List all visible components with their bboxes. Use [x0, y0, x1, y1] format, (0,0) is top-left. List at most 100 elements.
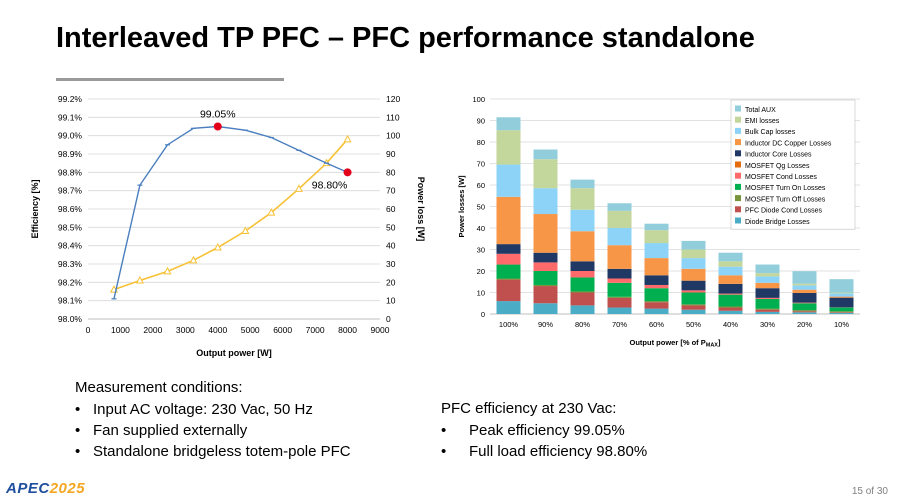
- bar-segment: [792, 292, 817, 303]
- y-tick-label: 0: [481, 310, 485, 319]
- bar-segment: [681, 305, 706, 310]
- legend-label: Total AUX: [745, 107, 776, 114]
- power-loss-chart: 0 10 20 30 40 50 60 70 80 90 100 100% 90% 80% 70% 60% 50…: [457, 95, 860, 349]
- bar-segment: [570, 209, 595, 232]
- legend-label: MOSFET Cond Losses: [745, 174, 817, 181]
- bar-segment: [718, 266, 743, 276]
- x-axis-title: Output power [% of PMAX]: [630, 338, 721, 349]
- power-loss-point: [135, 275, 144, 284]
- bar-segment: [644, 288, 669, 302]
- peak-efficiency-marker: [213, 122, 222, 131]
- legend-swatch: [735, 150, 741, 157]
- peak-efficiency-label: 99.05%: [200, 109, 236, 121]
- y2-axis-title: Power loss [W]: [416, 177, 426, 242]
- x-tick-label: 5000: [241, 325, 260, 335]
- bar-segment: [496, 279, 521, 302]
- bar-segment: [755, 297, 780, 299]
- measurement-heading: Measurement conditions:: [75, 379, 243, 396]
- bar-segment: [718, 293, 743, 295]
- y-tick-label: 50: [477, 203, 485, 212]
- power-loss-point: [267, 208, 276, 216]
- bar-segment: [570, 261, 595, 271]
- power-loss-point: [294, 184, 303, 192]
- bar-segment: [681, 304, 706, 306]
- y-axis-title: Efficiency [%]: [30, 179, 40, 238]
- y-tick-label: 80: [477, 138, 485, 147]
- measurement-conditions: Measurement conditions: Input AC voltage…: [75, 377, 351, 462]
- bar-segment: [533, 286, 558, 304]
- x-tick-label: 6000: [273, 325, 292, 335]
- y-tick-label: 98.2%: [58, 277, 83, 287]
- apec-logo: APEC2025: [6, 480, 85, 497]
- efficiency-summary-heading: PFC efficiency at 230 Vac:: [441, 400, 617, 417]
- bar-segment: [644, 223, 669, 231]
- y-tick-label: 20: [477, 267, 485, 276]
- legend-label: PFC Diode Cond Losses: [745, 208, 823, 215]
- bar-segment: [644, 243, 669, 259]
- bar-segment: [607, 245, 632, 269]
- full-load-efficiency-label: 98.80%: [312, 179, 348, 191]
- legend-swatch: [735, 195, 741, 202]
- bar-segment: [533, 159, 558, 189]
- bar-segment: [718, 252, 743, 262]
- bar-segment: [829, 292, 854, 294]
- bar-segment: [792, 271, 817, 284]
- x-tick-label: 7000: [306, 325, 325, 335]
- full-load-efficiency-marker: [343, 168, 352, 177]
- bar-segment: [570, 179, 595, 189]
- bar-segment: [533, 149, 558, 160]
- bar-segment: [792, 283, 817, 286]
- bar-segment: [570, 231, 595, 262]
- bar-segment: [829, 312, 854, 313]
- legend-label: MOSFET Turn Off Losses: [745, 196, 826, 203]
- bar-segment: [533, 284, 558, 287]
- y2-tick-label: 120: [386, 94, 400, 104]
- power-loss-point: [343, 134, 352, 143]
- bar-segment: [607, 210, 632, 228]
- y2-tick-label: 10: [386, 296, 396, 306]
- power-loss-point: [241, 226, 250, 234]
- legend-swatch: [735, 127, 741, 134]
- bar-segment: [644, 275, 669, 285]
- measurement-item: Input AC voltage: 230 Vac, 50 Hz: [75, 399, 351, 420]
- title-underline: [56, 78, 284, 81]
- legend-label: Inductor Core Losses: [745, 152, 812, 159]
- bar-segment: [644, 308, 669, 314]
- bar-segment: [496, 164, 521, 197]
- x-tick-label: 90%: [538, 320, 553, 329]
- y-tick-label: 98.3%: [58, 259, 83, 269]
- bar-segment: [829, 297, 854, 308]
- bar-segment: [792, 303, 817, 311]
- bar-segment: [570, 271, 595, 278]
- bar-segment: [829, 307, 854, 312]
- bar-segment: [755, 308, 780, 310]
- y2-tick-label: 30: [386, 259, 396, 269]
- x-tick-label: 20%: [797, 320, 812, 329]
- bar-segment: [496, 264, 521, 279]
- y2-tick-label: 70: [386, 186, 396, 196]
- bar-segment: [570, 305, 595, 314]
- bar-segment: [533, 188, 558, 215]
- legend-label: MOSFET Turn On Losses: [745, 185, 826, 192]
- x-tick-label: 70%: [612, 320, 627, 329]
- bar-segment: [681, 309, 706, 314]
- efficiency-summary: PFC efficiency at 230 Vac: Peak efficien…: [441, 398, 647, 462]
- bar-segment: [644, 258, 669, 276]
- bar-segment: [496, 253, 521, 265]
- bar-segment: [681, 268, 706, 281]
- x-tick-label: 60%: [649, 320, 664, 329]
- bar-segment: [792, 310, 817, 312]
- power-loss-line: [113, 138, 349, 291]
- x-tick-label: 0: [86, 325, 91, 335]
- bar-segment: [792, 311, 817, 313]
- y-tick-label: 99.0%: [58, 131, 83, 141]
- y2-tick-label: 0: [386, 314, 391, 324]
- bar-segment: [755, 273, 780, 277]
- bar-segment: [496, 117, 521, 131]
- x-tick-label: 30%: [760, 320, 775, 329]
- efficiency-line: [113, 125, 348, 299]
- bar-segment: [681, 280, 706, 291]
- legend-label: EMI losses: [745, 118, 780, 125]
- power-loss-point: [213, 242, 222, 251]
- efficiency-chart: 98.0% 98.1% 98.2% 98.3% 98.4% 98.5% 98.6% 98.7%…: [30, 94, 426, 358]
